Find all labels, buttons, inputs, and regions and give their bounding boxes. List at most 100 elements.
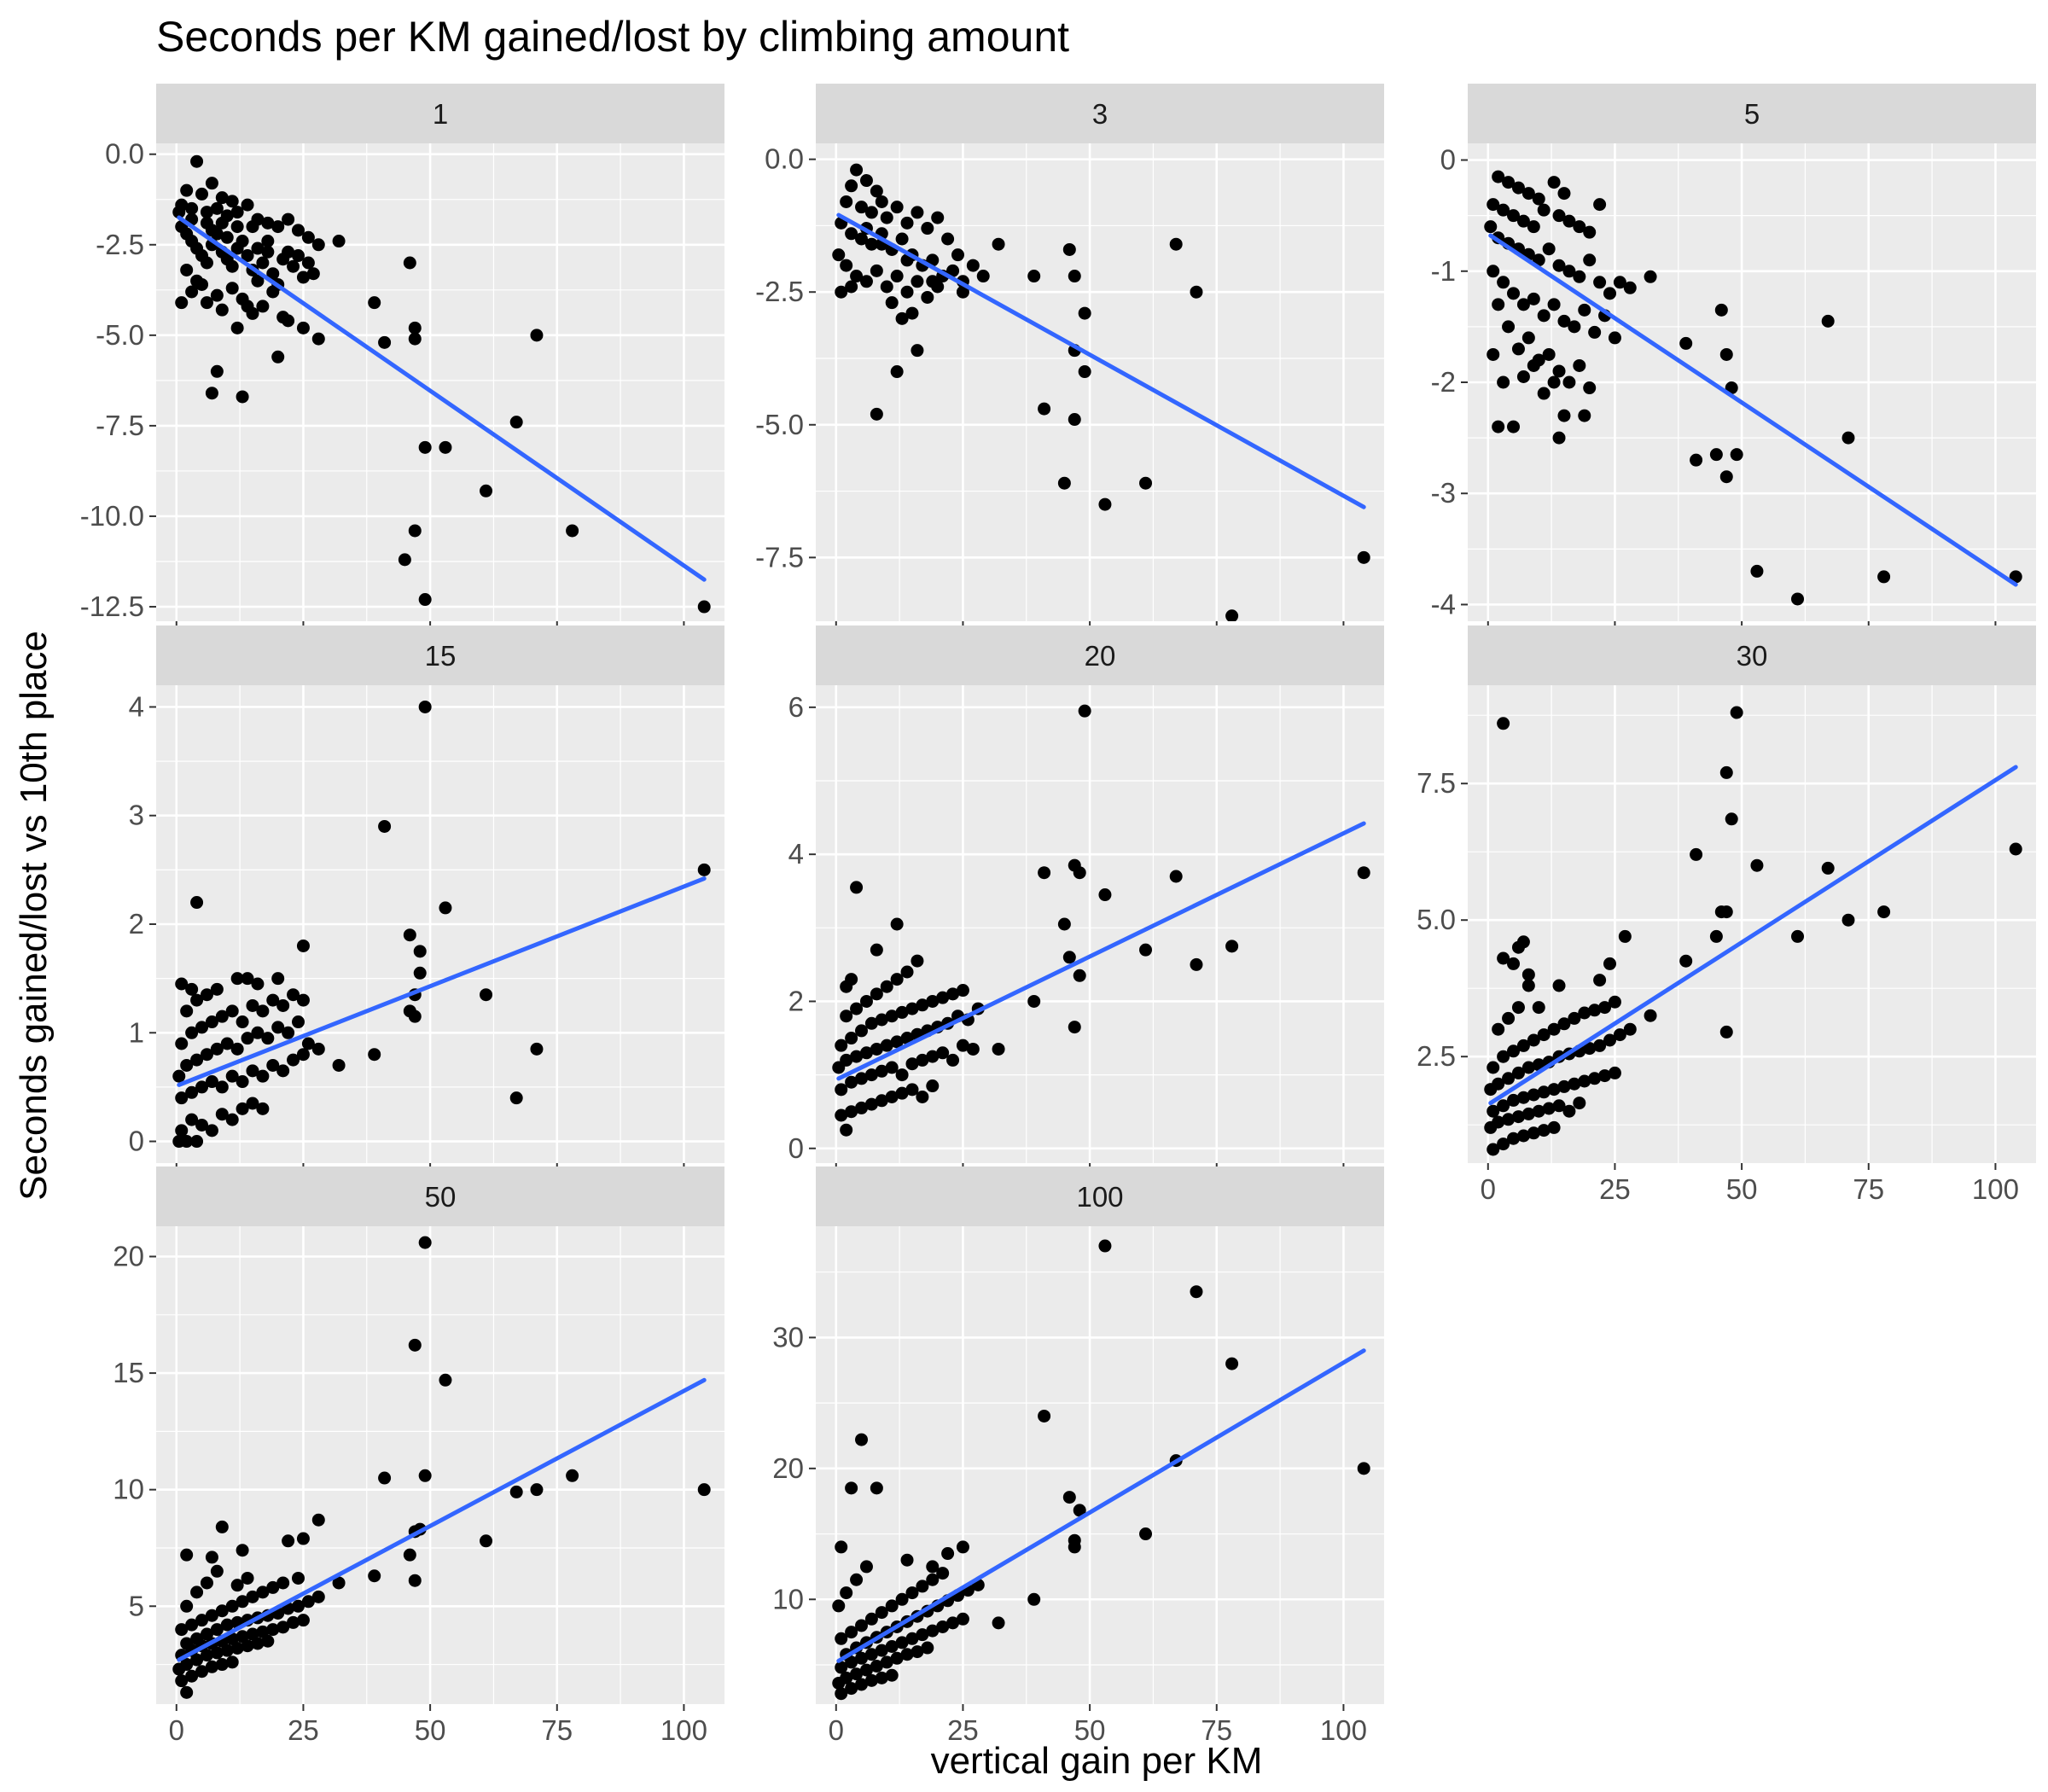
data-point (1507, 1093, 1521, 1107)
facet-strip (156, 625, 724, 685)
data-point (296, 271, 310, 284)
y-tick-label: -12.5 (80, 591, 144, 622)
data-point (480, 484, 493, 497)
data-point (1527, 1088, 1540, 1102)
data-point (1583, 1042, 1597, 1056)
y-tick-label: 10 (113, 1474, 144, 1505)
data-point (246, 1097, 259, 1110)
data-point (1644, 1009, 1657, 1022)
data-point (210, 364, 224, 378)
data-point (241, 1571, 254, 1585)
data-point (921, 1641, 934, 1655)
facet-strip-label: 100 (1076, 1181, 1123, 1213)
regression-line (836, 1348, 1366, 1663)
data-point (916, 1580, 929, 1593)
data-point (905, 1632, 919, 1645)
data-point (180, 1058, 194, 1072)
data-point (1557, 1017, 1571, 1031)
data-point (885, 1009, 899, 1023)
data-point (205, 224, 218, 237)
data-point (1598, 1069, 1612, 1083)
facet-strip-label: 1 (433, 98, 448, 130)
y-tick-label: 4 (788, 838, 804, 870)
y-tick-label: 30 (772, 1321, 804, 1353)
data-point (1547, 375, 1561, 389)
data-point (1516, 1039, 1530, 1052)
data-point (1487, 198, 1500, 212)
data-point (205, 1075, 218, 1089)
data-point (1578, 1006, 1591, 1020)
data-point (172, 206, 186, 219)
data-point (840, 1671, 853, 1684)
data-point (195, 1118, 209, 1132)
data-point (1608, 1066, 1621, 1079)
data-point (190, 1135, 204, 1149)
data-point (697, 600, 711, 614)
data-point (1588, 1004, 1602, 1017)
data-point (864, 1612, 878, 1626)
data-point (1557, 314, 1571, 328)
data-point (1357, 1462, 1370, 1475)
data-point (200, 1048, 213, 1062)
data-point (368, 1048, 381, 1062)
data-point (1532, 1104, 1545, 1118)
y-tick-label: 20 (772, 1452, 804, 1484)
data-point (1598, 1001, 1612, 1015)
data-point (976, 270, 990, 283)
data-point (1502, 1113, 1516, 1126)
data-point (895, 1005, 909, 1019)
data-point (418, 440, 432, 454)
x-tick-label: 100 (1972, 1173, 2019, 1205)
data-point (480, 1534, 493, 1548)
data-point (256, 1585, 270, 1599)
data-point (241, 1032, 254, 1045)
data-point (1679, 336, 1693, 350)
data-point (185, 1113, 199, 1126)
data-point (1073, 969, 1086, 982)
data-point (180, 1599, 194, 1613)
data-point (185, 1618, 199, 1632)
facet-panel-100: 100 10 20 30 0 25 50 75 100 (772, 1167, 1384, 1746)
data-point (1068, 270, 1081, 283)
y-tick-label: 0 (788, 1132, 804, 1164)
data-point (246, 220, 259, 234)
data-point (408, 332, 422, 346)
data-point (870, 407, 883, 421)
data-point (287, 988, 300, 1002)
data-point (225, 1655, 239, 1669)
y-axis-title: Seconds gained/lost vs 10th place (13, 631, 55, 1201)
data-point (885, 1668, 899, 1682)
data-point (301, 1595, 315, 1609)
y-tick-label: 3 (129, 800, 144, 831)
data-point (220, 1037, 234, 1050)
data-point (885, 1061, 899, 1074)
data-point (408, 524, 422, 538)
data-point (946, 1053, 960, 1067)
data-point (205, 1015, 218, 1029)
y-tick-label: 0 (129, 1126, 144, 1157)
data-point (1613, 276, 1626, 289)
data-point (1719, 1025, 1733, 1039)
regression-line (177, 1377, 707, 1662)
data-point (956, 1612, 969, 1626)
data-point (864, 237, 878, 251)
panel-background (816, 143, 1384, 621)
data-point (916, 1053, 929, 1067)
data-point (916, 1628, 929, 1642)
data-point (859, 1046, 873, 1060)
data-point (1568, 1077, 1581, 1091)
data-point (215, 216, 229, 230)
data-point (835, 1661, 848, 1674)
data-point (282, 1026, 295, 1039)
facet-panel-5: 5 0 -1 -2 -3 -4 (1431, 84, 2036, 628)
data-point (926, 1560, 940, 1574)
data-point (1190, 285, 1203, 299)
data-point (1516, 1091, 1530, 1104)
data-point (210, 1623, 224, 1637)
x-tick-label: 50 (1074, 1714, 1106, 1746)
data-point (880, 211, 893, 224)
data-point (282, 314, 295, 328)
data-point (870, 1042, 883, 1056)
y-tick-label: 0 (1440, 144, 1456, 176)
data-point (1690, 847, 1703, 861)
